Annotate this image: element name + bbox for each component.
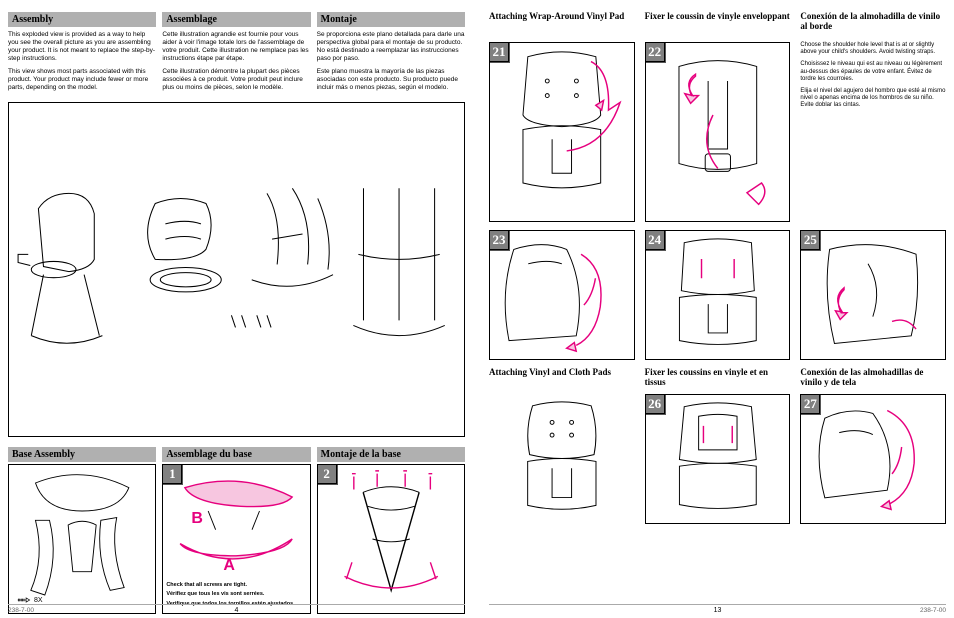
step-blank-illustration (489, 394, 635, 524)
exploded-view-box (8, 102, 465, 437)
heading-wrap-around-fr: Fixer le coussin de vinyle enveloppant (645, 12, 791, 36)
step-1-box: 1 B A Check that all screws are tight. V… (162, 464, 310, 614)
footer-code-left: 238-7-00 (8, 607, 34, 614)
base-row: Base Assembly 8X (8, 447, 465, 614)
step-21-box: 21 (489, 42, 635, 222)
step-24-illustration (650, 235, 786, 355)
heading-vinyl-cloth-en: Attaching Vinyl and Cloth Pads (489, 368, 635, 392)
row1-headings: Attaching Wrap-Around Vinyl Pad Fixer le… (489, 12, 946, 38)
screw-count-label: 8X (34, 597, 43, 604)
heading-assembly: Assembly (8, 12, 156, 27)
intro-en-p1: This exploded view is provided as a way … (8, 31, 156, 64)
page-number-right: 13 (714, 607, 722, 614)
base-col-step2: Montaje de la base 2 (317, 447, 465, 614)
cap22-fr: Choisissez le niveau qui est au niveau o… (800, 61, 946, 83)
page-right: Attaching Wrap-Around Vinyl Pad Fixer le… (489, 12, 946, 614)
row3-steps: 26 27 (489, 394, 946, 524)
heading-base-fr: Assemblage du base (162, 447, 310, 462)
label-B: B (191, 510, 203, 528)
page-number-left: 4 (235, 607, 239, 614)
heading-vinyl-cloth-fr: Fixer les coussins en vinyle et en tissu… (645, 368, 791, 392)
step-22-captions: Choose the shoulder hole level that is a… (800, 42, 946, 222)
heading-assemblage: Assemblage (162, 12, 310, 27)
col-es: Montaje Se proporciona este plano detall… (317, 12, 465, 96)
step-23-box: 23 (489, 230, 635, 360)
heading-vinyl-cloth-es: Conexión de las almohadillas de vinilo y… (800, 368, 946, 392)
col-en: Assembly This exploded view is provided … (8, 12, 156, 96)
step1-cap-en: Check that all screws are tight. (166, 582, 306, 588)
base-parts-illustration (13, 469, 151, 609)
col-fr: Assemblage Cette illustration agrandie e… (162, 12, 310, 96)
step-25-box: 25 (800, 230, 946, 360)
step-22-illustration (650, 47, 786, 217)
step-23-illustration (494, 235, 630, 355)
row3-headings: Attaching Vinyl and Cloth Pads Fixer les… (489, 368, 946, 394)
base-col-step1: Assemblage du base 1 B A Check that all … (162, 447, 310, 614)
heading-wrap-around-en: Attaching Wrap-Around Vinyl Pad (489, 12, 635, 36)
cap22-en: Choose the shoulder hole level that is a… (800, 42, 946, 56)
step1-cap-fr: Vérifiez que tous les vis sont serrées. (166, 591, 306, 597)
step-22-box: 22 (645, 42, 791, 222)
exploded-view-illustration (13, 107, 460, 432)
intro-fr-p2: Cette illustration démontre la plupart d… (162, 68, 310, 92)
page-left: Assembly This exploded view is provided … (8, 12, 465, 614)
step-25-illustration (805, 235, 941, 355)
step-26-illustration (650, 399, 786, 519)
label-A: A (223, 557, 235, 575)
intro-columns: Assembly This exploded view is provided … (8, 12, 465, 96)
intro-fr-p1: Cette illustration agrandie est fournie … (162, 31, 310, 64)
step-27-illustration (805, 399, 941, 519)
intro-en-p2: This view shows most parts associated wi… (8, 68, 156, 92)
pad-illustration (493, 398, 631, 520)
intro-es-p1: Se proporciona este plano detallada para… (317, 31, 465, 64)
step-26-box: 26 (645, 394, 791, 524)
heading-base-es: Montaje de la base (317, 447, 465, 462)
heading-wrap-around-es: Conexión de la almohadilla de vinilo al … (800, 12, 946, 36)
row2-steps: 23 24 (489, 230, 946, 360)
step-21-illustration (494, 47, 630, 217)
heading-montaje: Montaje (317, 12, 465, 27)
intro-es-p2: Este plano muestra la mayoría de las pie… (317, 68, 465, 92)
step-24-box: 24 (645, 230, 791, 360)
step-2-illustration (322, 469, 460, 609)
cap22-es: Elija el nivel del agujero del hombro qu… (800, 88, 946, 110)
step-2-box: 2 (317, 464, 465, 614)
step-27-box: 27 (800, 394, 946, 524)
heading-base-assembly: Base Assembly (8, 447, 156, 462)
base-col-parts: Base Assembly 8X (8, 447, 156, 614)
row1-steps: 21 22 (489, 42, 946, 222)
footer-code-right: 238-7-00 (920, 607, 946, 614)
base-parts-box: 8X (8, 464, 156, 614)
